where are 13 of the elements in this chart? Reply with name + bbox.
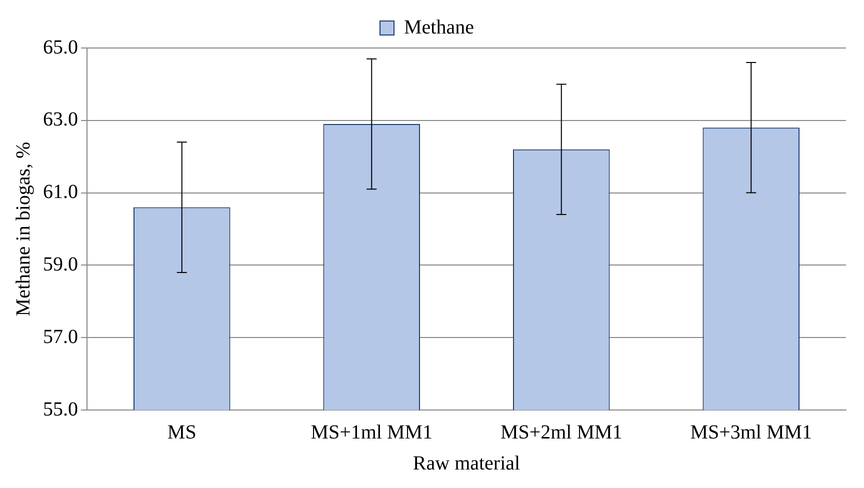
y-tick-label: 59.0 — [43, 253, 78, 276]
x-tick-label: MS — [167, 421, 196, 444]
y-tick-label: 55.0 — [43, 398, 78, 420]
x-tick-label: MS+3ml MM1 — [690, 421, 812, 444]
x-tick-label: MS+2ml MM1 — [500, 421, 622, 444]
x-tick-label: MS+1ml MM1 — [310, 421, 433, 444]
legend-label: Methane — [404, 16, 474, 38]
y-tick-label: 61.0 — [43, 181, 78, 204]
y-tick-label: 65.0 — [43, 36, 78, 58]
x-axis-title: Raw material — [412, 452, 521, 474]
y-axis-title: Methane in biogas, % — [12, 142, 34, 316]
y-tick-label: 63.0 — [43, 108, 78, 131]
y-tick-label: 57.0 — [43, 326, 78, 348]
